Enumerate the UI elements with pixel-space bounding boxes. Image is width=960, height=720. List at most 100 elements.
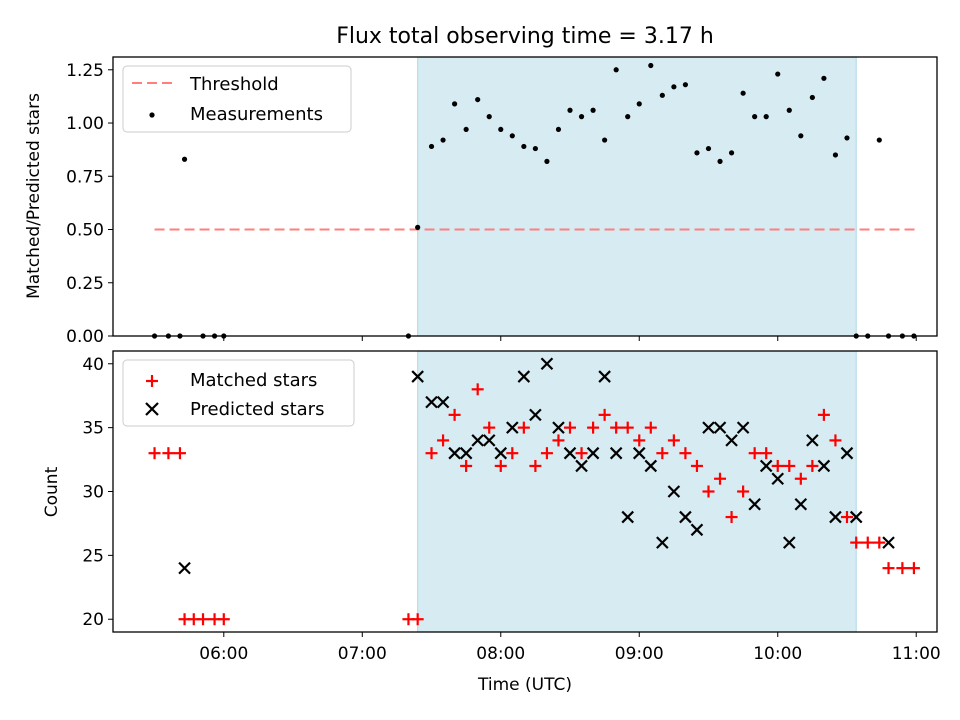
top-panel: 0.00 0.25 0.50 0.75 1.00 1.25 Matched/Predict… bbox=[24, 56, 938, 347]
measurement-point bbox=[752, 114, 758, 120]
measurement-point bbox=[415, 224, 421, 230]
legend-matched-swatch bbox=[146, 375, 158, 387]
predicted-point bbox=[598, 370, 611, 383]
matched-point bbox=[564, 421, 577, 434]
matched-point bbox=[690, 459, 703, 472]
measurement-point bbox=[475, 96, 481, 103]
measurement-point bbox=[181, 156, 188, 162]
predicted-point bbox=[178, 561, 191, 575]
predicted-point bbox=[713, 421, 727, 434]
matched-point bbox=[494, 459, 507, 472]
measurement-point bbox=[440, 137, 446, 143]
bottom-matched-series bbox=[148, 383, 920, 626]
measurement-point bbox=[775, 71, 781, 77]
bottom-y-tick-label: 20 bbox=[82, 610, 104, 630]
matched-point bbox=[621, 421, 634, 434]
measurement-point bbox=[555, 126, 562, 133]
predicted-point bbox=[679, 510, 692, 524]
bottom-x-axis: 06:00 07:00 08:00 09:00 10:00 11:00 bbox=[199, 632, 941, 664]
bottom-highlight-span bbox=[417, 350, 857, 633]
top-y-tick-label: 0.25 bbox=[66, 274, 104, 294]
matched-point bbox=[882, 562, 895, 575]
measurement-point bbox=[832, 152, 839, 158]
x-tick-label: 07:00 bbox=[338, 644, 387, 664]
top-highlight-span bbox=[417, 56, 857, 337]
measurement-point bbox=[786, 107, 792, 113]
measurement-point bbox=[876, 137, 882, 143]
matched-point bbox=[667, 434, 680, 447]
measurement-point bbox=[728, 150, 735, 156]
matched-point bbox=[679, 447, 692, 460]
matched-point bbox=[540, 447, 553, 460]
x-axis-label: Time (UTC) bbox=[477, 675, 572, 695]
bottom-y-tick-label: 30 bbox=[82, 483, 104, 503]
predicted-point bbox=[725, 434, 738, 447]
matched-point bbox=[197, 613, 210, 626]
measurement-point bbox=[648, 62, 654, 69]
matched-point bbox=[217, 613, 230, 626]
measurement-point bbox=[428, 143, 435, 150]
bottom-y-tick-label: 25 bbox=[82, 546, 104, 566]
bottom-predicted-series bbox=[178, 357, 895, 575]
bottom-panel: 20 25 30 35 40 06:00 07:00 08:00 09:00 10:00 11:0… bbox=[42, 350, 941, 695]
measurement-point bbox=[844, 135, 850, 141]
predicted-point bbox=[411, 370, 424, 383]
matched-point bbox=[737, 485, 750, 498]
matched-point bbox=[448, 408, 461, 421]
matched-point bbox=[517, 421, 530, 434]
bottom-legend-box bbox=[122, 359, 355, 427]
measurement-point bbox=[590, 107, 596, 113]
matched-point bbox=[861, 536, 874, 549]
measurement-point bbox=[498, 126, 504, 133]
predicted-point bbox=[563, 446, 577, 460]
predicted-point bbox=[609, 446, 623, 460]
bottom-y-axis-label: Count bbox=[42, 466, 62, 517]
matched-point bbox=[587, 421, 600, 434]
predicted-point bbox=[702, 421, 715, 434]
predicted-point bbox=[783, 536, 796, 549]
measurement-point bbox=[798, 133, 804, 139]
predicted-point bbox=[748, 497, 761, 511]
top-y-tick-label: 0.75 bbox=[66, 167, 104, 187]
top-y-tick-label: 0.00 bbox=[66, 327, 104, 347]
predicted-point bbox=[459, 446, 473, 460]
predicted-point bbox=[771, 472, 785, 486]
predicted-point bbox=[690, 523, 704, 537]
matched-point bbox=[840, 511, 853, 524]
predicted-point bbox=[482, 434, 496, 447]
top-legend-box bbox=[122, 65, 352, 133]
top-y-axis-label: Matched/Predicted stars bbox=[24, 93, 44, 299]
matched-point bbox=[529, 459, 542, 472]
measurement-point bbox=[578, 114, 585, 120]
matched-point bbox=[907, 562, 920, 575]
measurement-point bbox=[509, 133, 515, 139]
matched-point bbox=[610, 421, 623, 434]
legend-threshold-label: Threshold bbox=[189, 74, 279, 95]
matched-point bbox=[483, 421, 496, 434]
matched-point bbox=[829, 434, 842, 447]
measurement-point bbox=[809, 94, 815, 101]
matched-point bbox=[656, 447, 669, 460]
matched-point bbox=[873, 536, 886, 549]
predicted-point bbox=[448, 446, 461, 460]
x-tick-label: 09:00 bbox=[615, 644, 664, 664]
measurement-point bbox=[705, 145, 712, 152]
bottom-y-axis: 20 25 30 35 40 bbox=[82, 355, 113, 630]
measurement-point bbox=[486, 114, 492, 120]
measurement-point bbox=[463, 126, 469, 133]
matched-point bbox=[471, 383, 484, 396]
matched-point bbox=[460, 459, 473, 472]
legend-measurement-swatch bbox=[149, 112, 155, 118]
matched-point bbox=[173, 447, 186, 460]
top-y-axis: 0.00 0.25 0.50 0.75 1.00 1.25 bbox=[66, 61, 113, 347]
matched-point bbox=[760, 447, 773, 460]
top-y-tick-label: 0.50 bbox=[66, 221, 104, 241]
predicted-point bbox=[575, 459, 588, 473]
matched-point bbox=[411, 613, 424, 626]
predicted-point bbox=[817, 459, 831, 473]
legend-measurements-label: Measurements bbox=[190, 104, 323, 125]
matched-point bbox=[575, 447, 588, 460]
bottom-y-tick-label: 35 bbox=[82, 419, 104, 439]
predicted-point bbox=[644, 459, 658, 473]
